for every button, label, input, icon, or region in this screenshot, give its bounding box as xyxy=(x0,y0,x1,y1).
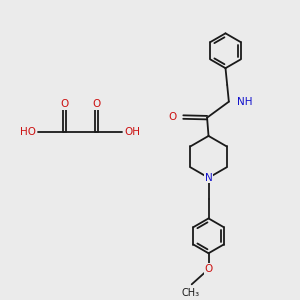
Text: N: N xyxy=(205,173,212,183)
Text: OH: OH xyxy=(124,127,140,137)
Text: O: O xyxy=(169,112,177,122)
Text: HO: HO xyxy=(20,127,36,137)
Text: O: O xyxy=(60,100,68,110)
Text: O: O xyxy=(204,264,213,274)
Text: O: O xyxy=(92,100,100,110)
Text: NH: NH xyxy=(237,97,253,107)
Text: CH₃: CH₃ xyxy=(181,288,199,298)
